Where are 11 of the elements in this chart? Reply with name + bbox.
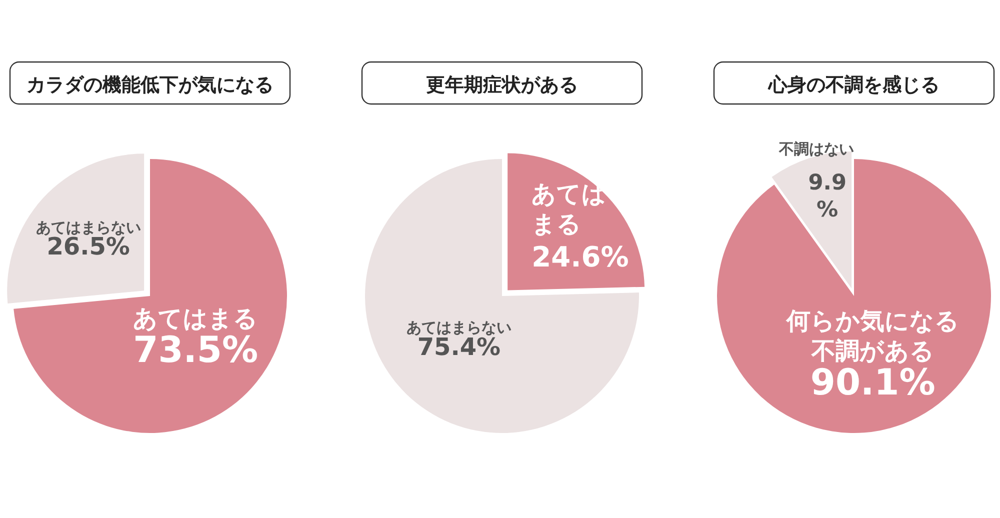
- data-label: 9.9%: [808, 170, 846, 223]
- chart-title: カラダの機能低下が気になる: [26, 74, 274, 96]
- slice-label: あてはまる: [133, 304, 258, 333]
- chart-title: 更年期症状がある: [426, 74, 578, 96]
- data-label: 73.5%: [133, 330, 258, 372]
- data-label: 24.6%: [532, 240, 629, 274]
- slice-label: あてはまらない: [406, 318, 512, 337]
- chart-title: 心身の不調を感じる: [768, 74, 940, 96]
- slice-label: 不調はない: [778, 140, 854, 158]
- slice-label: 何らか気になる不調がある: [785, 306, 960, 365]
- slice-label: あてはまらない: [36, 218, 141, 236]
